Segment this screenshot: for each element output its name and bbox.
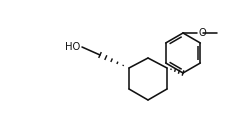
- Text: O: O: [198, 28, 206, 38]
- Text: HO: HO: [65, 42, 80, 52]
